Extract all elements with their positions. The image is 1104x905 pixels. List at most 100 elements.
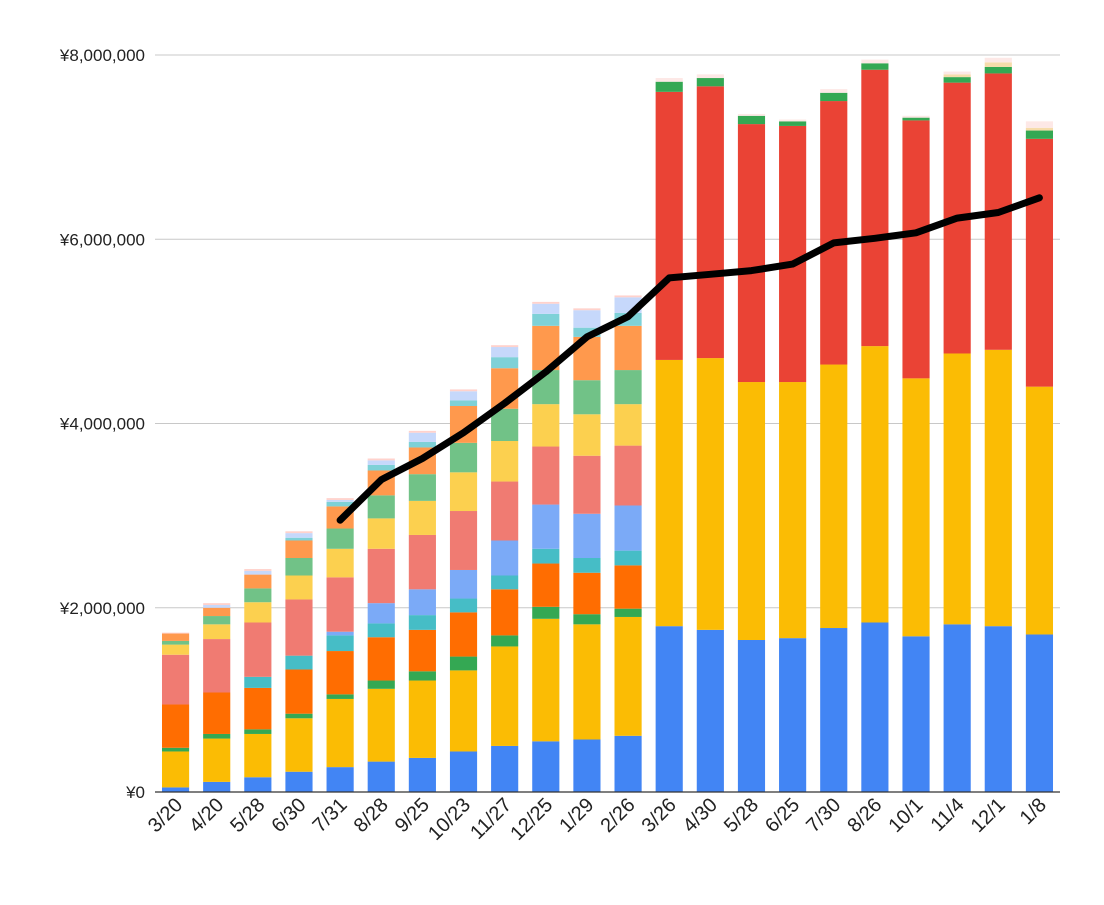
bar-stack — [326, 498, 354, 792]
bar-segment — [203, 607, 231, 617]
bar-segment — [902, 378, 930, 637]
bar-segment — [408, 615, 436, 630]
bar-segment — [244, 570, 272, 575]
bar-segment — [285, 771, 313, 792]
bar-segment — [696, 78, 724, 87]
bar-segment — [326, 635, 354, 652]
bar-segment — [491, 589, 519, 636]
x-tick-label: 6/25 — [761, 794, 804, 837]
bar-segment — [861, 69, 889, 347]
x-tick-label: 8/26 — [843, 794, 886, 837]
bar-segment — [655, 78, 683, 82]
bar-segment — [408, 534, 436, 590]
bar-segment — [943, 71, 971, 75]
bar-segment — [326, 698, 354, 768]
bar-segment — [737, 124, 766, 383]
bar-segment — [655, 81, 683, 92]
bar-segment — [367, 495, 395, 519]
bar-segment — [408, 430, 436, 433]
bar-segment — [779, 638, 807, 792]
bar-segment — [244, 733, 272, 778]
bar-stack — [655, 78, 683, 792]
bar-stack — [203, 603, 231, 792]
bar-segment — [696, 358, 724, 630]
bar-segment — [614, 505, 642, 551]
x-tick-label: 12/1 — [967, 794, 1010, 837]
bar-segment — [861, 63, 889, 70]
bar-segment — [614, 735, 642, 792]
x-tick-label: 5/28 — [720, 794, 763, 837]
bar-segment — [943, 353, 971, 625]
bar-segment — [573, 455, 601, 514]
bar-segment — [326, 651, 354, 695]
bar-segment — [244, 569, 272, 571]
bar-segment — [367, 464, 395, 471]
bar-stacks — [161, 57, 1054, 792]
bar-segment — [696, 86, 724, 359]
bar-stack — [696, 74, 724, 792]
bar-segment — [161, 654, 190, 705]
x-tick-label: 7/31 — [309, 794, 352, 837]
bar-segment — [285, 655, 313, 670]
bar-segment — [408, 500, 436, 535]
bar-segment — [573, 380, 601, 415]
bar-stack — [902, 115, 930, 792]
bar-segment — [203, 624, 231, 640]
bar-stack — [1025, 121, 1054, 792]
bar-segment — [449, 391, 478, 401]
bar-segment — [244, 676, 272, 688]
bar-segment — [779, 125, 807, 383]
bar-segment — [244, 729, 272, 734]
x-tick-label: 4/20 — [185, 794, 228, 837]
bar-segment — [532, 313, 560, 326]
bar-segment — [203, 604, 231, 608]
bar-segment — [1025, 634, 1054, 792]
bar-segment — [655, 91, 683, 360]
bar-segment — [1025, 386, 1054, 635]
y-tick-label: ¥6,000,000 — [59, 230, 145, 249]
bar-segment — [573, 414, 601, 456]
bar-segment — [244, 574, 272, 589]
bar-segment — [984, 62, 1012, 67]
bar-segment — [285, 558, 313, 576]
bar-segment — [573, 739, 601, 792]
bar-segment — [532, 404, 560, 447]
bar-segment — [532, 301, 560, 304]
y-tick-label: ¥0 — [125, 783, 145, 802]
x-tick-label: 1/8 — [1016, 794, 1051, 829]
bar-segment — [491, 345, 519, 348]
x-tick-label: 11/27 — [466, 794, 516, 844]
bar-segment — [532, 741, 560, 792]
bar-segment — [943, 74, 971, 78]
x-axis-tick-labels: 3/204/205/286/307/318/289/2510/2311/2712… — [144, 794, 1051, 845]
bar-segment — [1025, 121, 1054, 128]
bar-segment — [1025, 138, 1054, 387]
bar-segment — [326, 498, 354, 500]
bar-segment — [326, 767, 354, 792]
bar-stack — [161, 632, 190, 792]
bar-stack — [614, 295, 642, 792]
bar-segment — [408, 680, 436, 758]
bar-segment — [367, 548, 395, 604]
bar-segment — [984, 66, 1012, 74]
bar-segment — [367, 458, 395, 461]
bar-stack — [984, 57, 1012, 792]
bar-segment — [861, 622, 889, 792]
bar-segment — [203, 692, 231, 734]
bar-segment — [408, 432, 436, 442]
bar-segment — [449, 511, 478, 570]
x-tick-label: 12/25 — [506, 794, 557, 845]
bar-segment — [1025, 130, 1054, 139]
bar-segment — [285, 531, 313, 534]
bar-segment — [779, 121, 807, 126]
bar-segment — [532, 606, 560, 619]
bar-segment — [779, 119, 807, 122]
x-tick-label: 1/29 — [555, 794, 598, 837]
bar-segment — [244, 777, 272, 792]
bar-segment — [820, 89, 848, 93]
bar-segment — [984, 57, 1012, 63]
bar-segment — [203, 639, 231, 693]
bar-segment — [573, 327, 601, 337]
x-tick-label: 8/28 — [350, 794, 393, 837]
